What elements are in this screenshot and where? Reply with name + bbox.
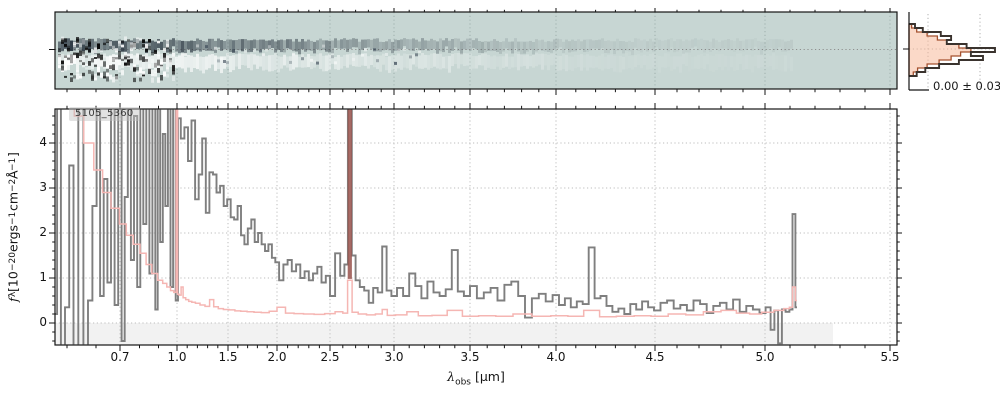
x-tick-label: 4.0 [546,350,566,364]
hist-dark [909,23,996,77]
error-spectrum-line [73,109,797,318]
spines-and-ticks [49,8,902,351]
x-tick-label: 1.5 [218,350,238,364]
y-tick-label: 3 [39,180,47,194]
x-tick-label: 2.0 [267,350,287,364]
emission-line-spike [347,109,352,279]
below-zero-shade [55,323,833,345]
x-tick-label: 1.0 [167,350,187,364]
x-tick-label: 0.7 [110,350,130,364]
x-tick-label: 3.0 [384,350,404,364]
x-tick-label: 5.0 [755,350,775,364]
flux-spectrum-line [55,109,797,345]
object-id-label: 5105_5360 [69,107,140,121]
x-tick-label: 3.5 [460,350,480,364]
y-tick-label: 0 [39,315,47,329]
x-axis-label: λobs [μm] [447,369,505,388]
x-tick-label: 4.5 [645,350,665,364]
main-panel [55,323,833,345]
x-tick-label: 5.5 [880,350,900,364]
hist-panel [903,12,996,91]
spec2d-trace [58,36,793,83]
x-tick-label: 2.5 [320,350,340,364]
y-tick-label: 2 [39,225,47,239]
y-tick-label: 1 [39,270,47,284]
y-tick-label: 4 [39,135,47,149]
hist-stat-label: 0.00 ± 0.03 [933,79,1000,93]
